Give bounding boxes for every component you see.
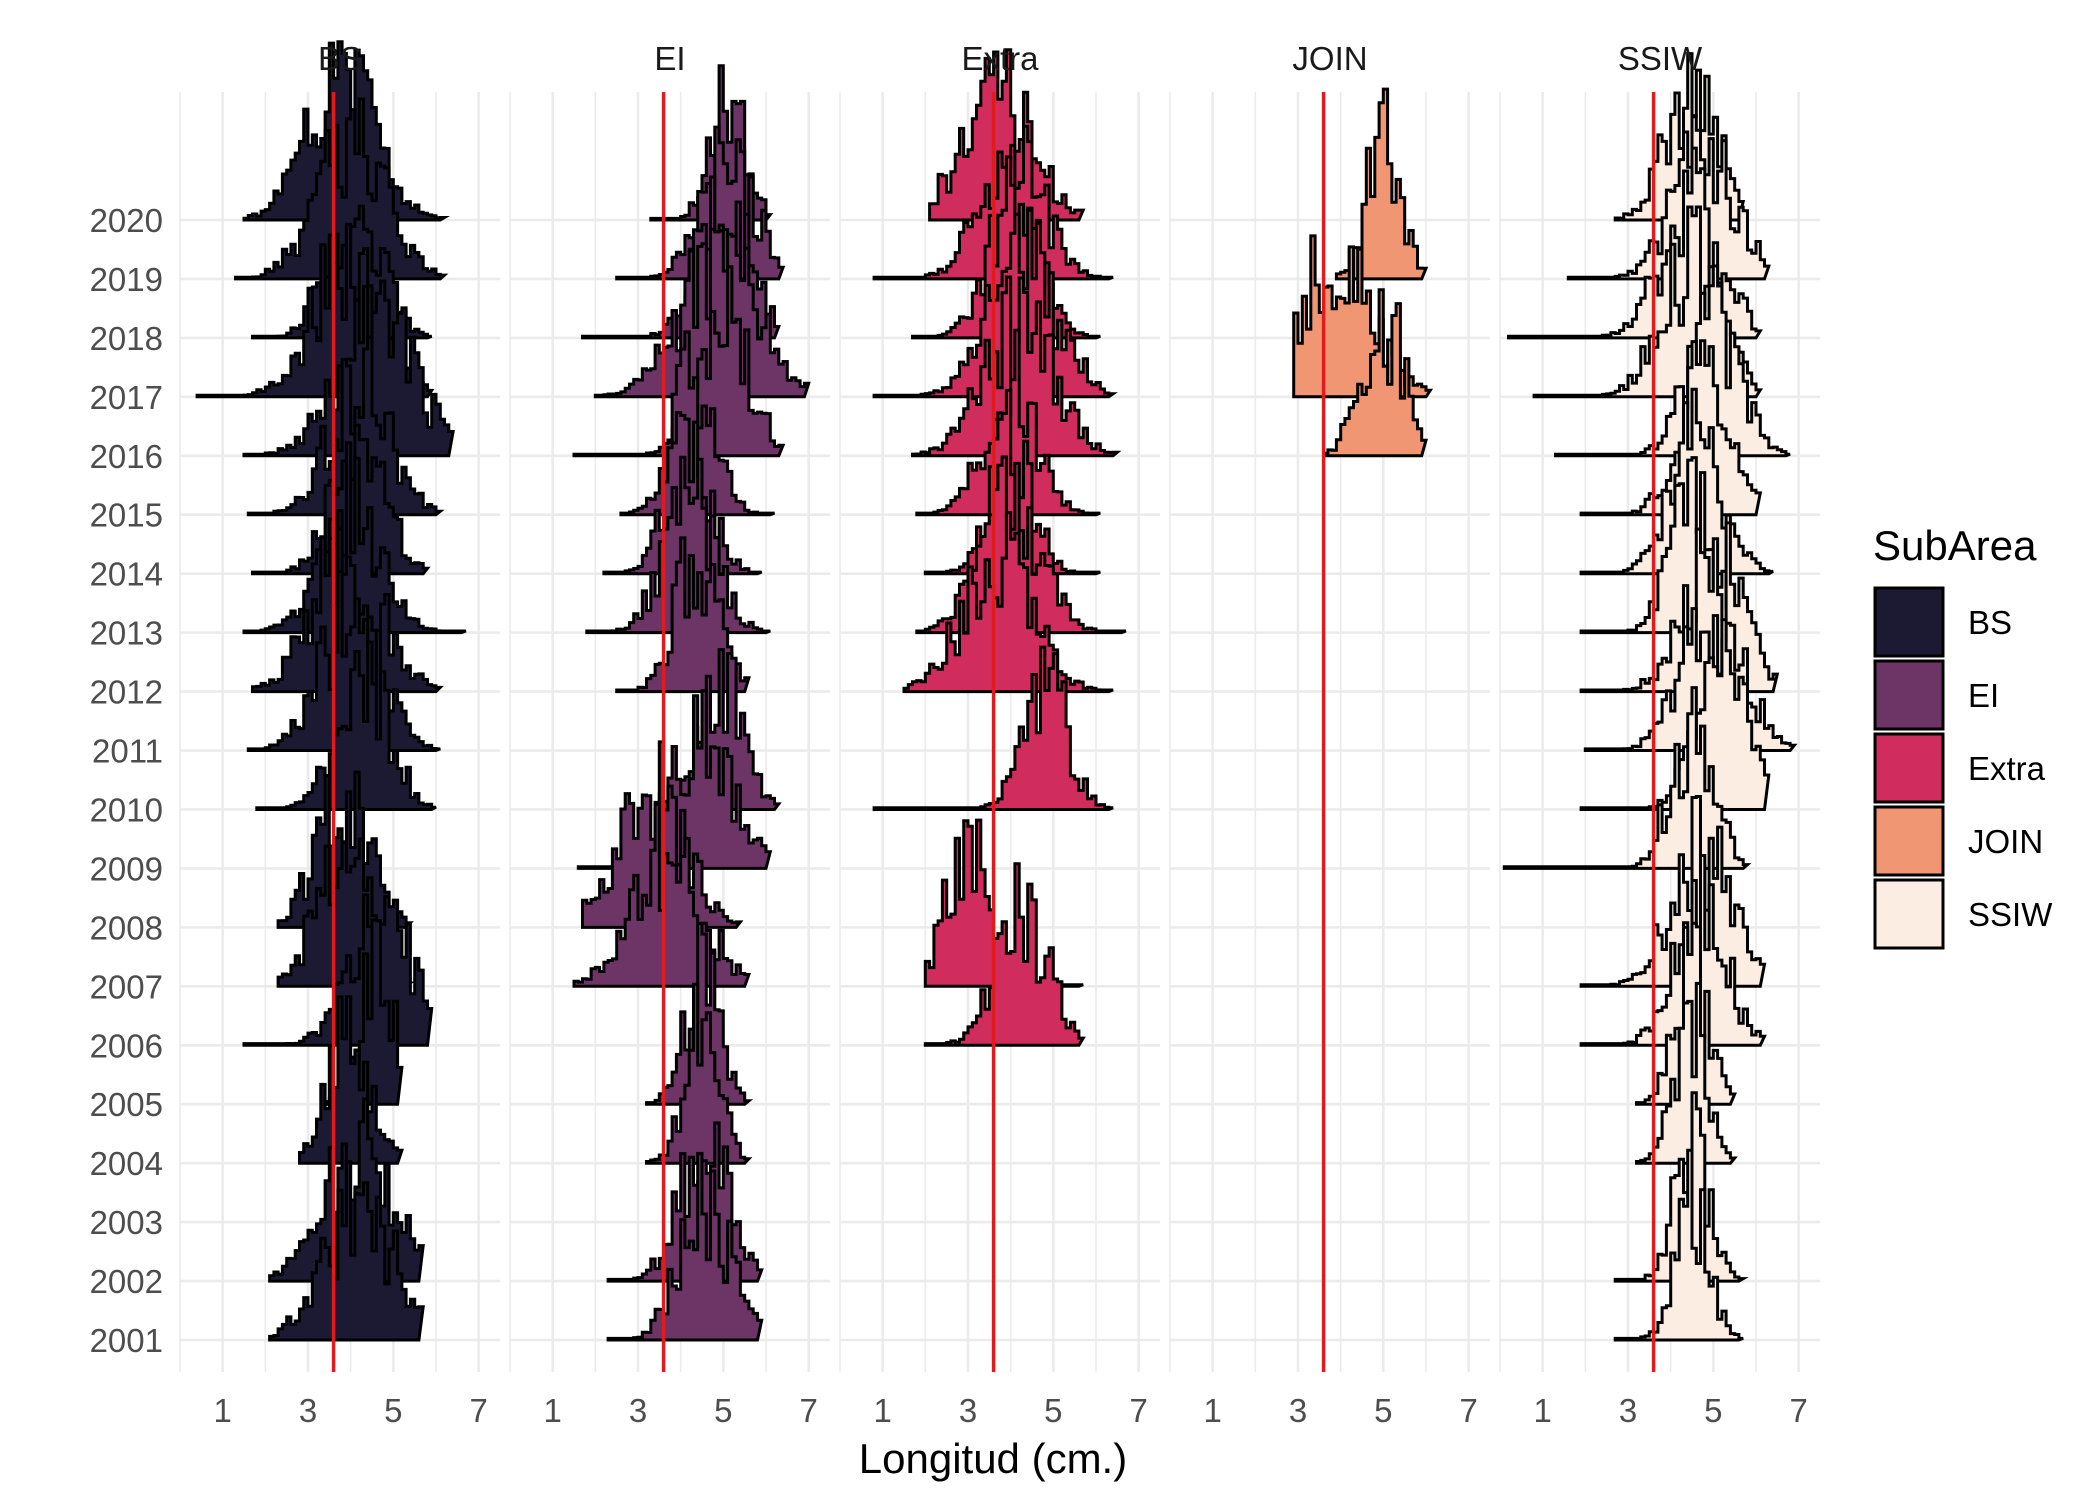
x-tick-label: 5 [1704,1392,1722,1429]
legend-label-bs: BS [1968,604,2012,641]
ridge-ei-2016 [572,265,786,458]
legend-label-ei: EI [1968,677,1999,714]
ridge-ei-2001 [606,1151,764,1342]
y-tick-label: 2020 [90,202,163,239]
ridge-bs-2020 [242,40,450,222]
panel-strip-label: EI [654,40,685,77]
x-tick-label: 1 [1533,1392,1551,1429]
x-tick-label: 1 [873,1392,891,1429]
legend: SubArea BS EI Extra JOIN SSIW [1873,522,2053,950]
y-tick-label: 2019 [90,261,163,298]
legend-title: SubArea [1873,522,2037,569]
x-tick-label: 5 [714,1392,732,1429]
x-tick-label: 7 [1459,1392,1477,1429]
panel-strip-label: JOIN [1292,40,1367,77]
ridge-bs-2013 [242,441,467,635]
legend-key-bs [1873,586,1945,658]
ridge-extra-2006 [923,862,1086,1047]
y-tick-label: 2006 [90,1027,163,1064]
x-tick-label: 3 [1619,1392,1637,1429]
axis-layer: BS 1 3 5 7 EI 1 3 5 7 Extra 1 3 5 7 JOIN 1 3 5 7 SSIW 1 3 5 7 200… [90,40,1808,1429]
legend-label-join: JOIN [1968,823,2043,860]
y-tick-label: 2014 [90,556,163,593]
y-tick-label: 2008 [90,909,163,946]
ridge-ei-2013 [585,455,771,635]
x-tick-label: 7 [469,1392,487,1429]
y-tick-label: 2011 [92,733,163,770]
y-tick-label: 2017 [90,379,163,416]
x-tick-label: 3 [959,1392,977,1429]
ridge-ssiw-2014 [1579,387,1774,576]
ridge-extra-2014 [923,388,1101,576]
ridge-ei-2017 [593,227,811,399]
y-tick-label: 2015 [90,497,163,534]
y-tick-label: 2007 [90,968,163,1005]
y-tick-label: 2018 [90,320,163,357]
legend-key-ssiw [1873,878,1945,950]
legend-key-extra [1873,732,1945,804]
ridge-bs-2010 [255,640,437,811]
x-tick-label: 1 [543,1392,561,1429]
panel-strip-label: BS [318,40,362,77]
y-tick-label: 2009 [90,850,163,887]
x-tick-label: 7 [1789,1392,1807,1429]
y-tick-label: 2016 [90,438,163,475]
ridge-bs-2001 [268,1160,425,1342]
x-tick-label: 3 [629,1392,647,1429]
x-tick-label: 5 [1044,1392,1062,1429]
x-tick-label: 5 [384,1392,402,1429]
y-tick-label: 2003 [90,1204,163,1241]
y-tick-label: 2012 [90,674,163,711]
y-tick-label: 2010 [90,791,163,828]
ridge-layer [195,40,1798,1342]
ridge-extra-2012 [902,511,1114,694]
ridge-extra-2013 [915,455,1127,635]
ridge-extra-2010 [872,645,1114,811]
ridge-bs-2015 [246,335,445,517]
ridge-ei-2002 [606,1121,764,1283]
y-tick-label: 2002 [90,1263,163,1300]
y-tick-label: 2004 [90,1145,163,1182]
ridge-ssiw-2019 [1566,115,1771,281]
x-tick-label: 7 [799,1392,817,1429]
ridge-bs-2019 [234,97,449,281]
x-tick-label: 1 [1203,1392,1221,1429]
reference-line-layer [331,92,1656,1372]
ridge-bs-2011 [246,570,441,752]
x-tick-label: 7 [1129,1392,1147,1429]
legend-key-ei [1873,659,1945,731]
x-tick-label: 1 [213,1392,231,1429]
y-tick-label: 2001 [90,1322,163,1359]
ridge-extra-2020 [928,48,1086,222]
x-tick-label: 3 [299,1392,317,1429]
panel-strip-label: Extra [961,40,1039,77]
ridge-ssiw-2007 [1579,795,1767,988]
ridge-ei-2012 [615,536,751,694]
ridge-bs-2004 [298,995,404,1165]
ridge-ssiw-2009 [1502,686,1752,870]
ridge-bs-2012 [251,527,444,694]
y-tick-label: 2013 [90,615,163,652]
legend-key-join [1873,805,1945,877]
x-axis-label: Longitud (cm.) [859,1435,1127,1482]
legend-label-ssiw: SSIW [1968,896,2053,933]
x-tick-label: 5 [1374,1392,1392,1429]
y-tick-label: 2005 [90,1086,163,1123]
ridge-ssiw-2001 [1613,1148,1744,1342]
panel-strip-label: SSIW [1618,40,1703,77]
ridge-join-2016 [1322,288,1428,458]
x-tick-label: 3 [1289,1392,1307,1429]
legend-label-extra: Extra [1968,750,2046,787]
